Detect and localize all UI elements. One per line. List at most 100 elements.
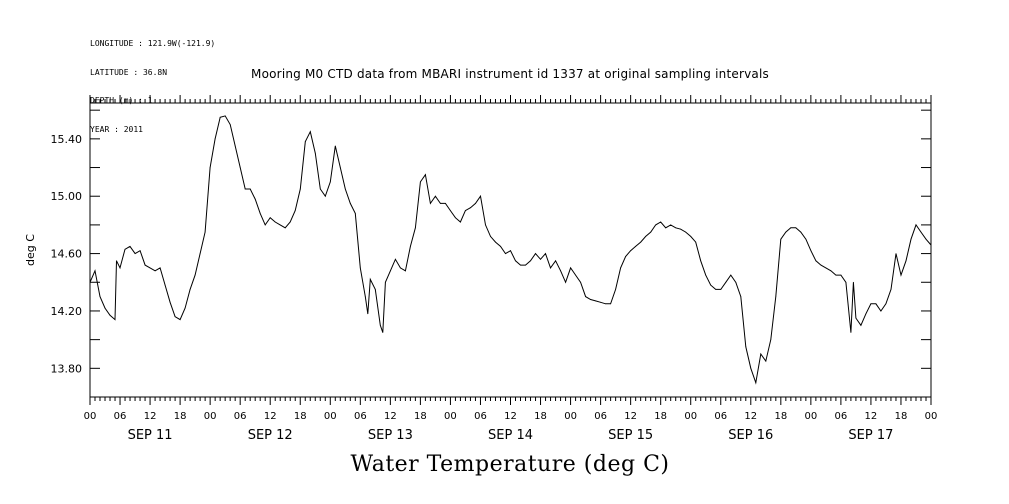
x-tick-label: 18 (895, 411, 908, 422)
data-point (314, 152, 316, 154)
data-point (189, 289, 191, 290)
data-point (114, 319, 116, 320)
data-point (194, 274, 196, 276)
data-point (695, 241, 697, 243)
data-point (870, 303, 872, 305)
data-point (760, 353, 762, 355)
y-axis-title: deg C (24, 234, 37, 266)
data-point (885, 303, 887, 305)
data-point (329, 181, 331, 183)
data-point (690, 236, 692, 237)
data-point (229, 124, 231, 125)
x-tick-label: 12 (865, 411, 878, 422)
data-point (735, 281, 737, 283)
x-tick-label: 12 (384, 411, 397, 422)
data-point (535, 253, 536, 255)
data-point (515, 260, 516, 262)
data-point (475, 203, 476, 204)
data-point (545, 253, 546, 255)
data-point (174, 316, 176, 318)
data-point (289, 221, 291, 223)
x-tick-label: 06 (835, 411, 848, 422)
data-point (710, 284, 712, 286)
data-point (184, 307, 186, 309)
x-tick-label: 00 (925, 411, 938, 422)
data-point (750, 367, 752, 369)
x-tick-label: 00 (204, 411, 217, 422)
data-point (134, 253, 136, 255)
data-point (700, 260, 702, 262)
data-point (795, 227, 797, 229)
x-axis-title: Water Temperature (deg C) (350, 452, 670, 477)
x-tick-label: 00 (324, 411, 337, 422)
data-point (324, 195, 326, 197)
data-point (715, 289, 717, 290)
data-point (364, 296, 366, 297)
chart-title: Mooring M0 CTD data from MBARI instrumen… (251, 67, 769, 81)
data-point (359, 267, 361, 269)
x-tick-label: 00 (84, 411, 97, 422)
data-point (149, 267, 151, 269)
data-point (570, 267, 571, 269)
meta-longitude: LONGITUDE : 121.9W(-121.9) (90, 39, 216, 48)
data-point (379, 324, 381, 326)
data-point (850, 332, 852, 333)
data-point (354, 213, 356, 214)
data-point (740, 296, 742, 297)
data-point (274, 221, 276, 223)
data-point (209, 167, 211, 168)
data-point (470, 207, 471, 209)
data-point (490, 236, 491, 237)
data-point (395, 258, 396, 260)
data-point (560, 270, 561, 272)
data-point (374, 289, 376, 290)
x-day-label: SEP 11 (128, 428, 173, 443)
data-point (880, 310, 882, 312)
data-point (405, 270, 406, 272)
data-point (367, 313, 369, 315)
x-tick-label: 00 (444, 411, 457, 422)
data-point (853, 281, 854, 283)
x-day-label: SEP 17 (848, 428, 893, 443)
x-tick-label: 12 (264, 411, 277, 422)
data-point (790, 227, 792, 229)
x-tick-label: 06 (114, 411, 127, 422)
data-point (800, 231, 802, 233)
data-point (510, 250, 511, 252)
data-point (204, 231, 206, 233)
x-day-label: SEP 15 (608, 428, 653, 443)
data-point (815, 260, 817, 262)
data-point (234, 145, 236, 147)
y-tick-label: 14.20 (51, 305, 83, 318)
data-point (620, 267, 621, 269)
data-point (530, 260, 531, 262)
data-point (640, 241, 642, 243)
x-day-label: SEP 13 (368, 428, 413, 443)
data-point (675, 227, 677, 229)
data-point (294, 210, 296, 212)
data-point (500, 246, 501, 247)
data-point (655, 224, 657, 226)
data-point (199, 253, 201, 255)
x-day-label: SEP 16 (728, 428, 773, 443)
data-point (109, 314, 111, 316)
data-point (269, 217, 271, 219)
data-point (164, 284, 166, 286)
data-point (670, 224, 672, 226)
data-point (630, 250, 631, 252)
data-point (349, 203, 351, 204)
x-tick-label: 00 (804, 411, 817, 422)
x-tick-label: 06 (714, 411, 727, 422)
x-tick-label: 18 (654, 411, 667, 422)
data-point (680, 228, 682, 230)
data-point (615, 289, 616, 290)
data-point (830, 270, 832, 272)
data-point (625, 256, 626, 257)
data-point (119, 267, 121, 269)
data-point (390, 270, 391, 272)
data-point (600, 301, 601, 303)
data-point (825, 267, 827, 269)
data-point (605, 303, 606, 305)
data-point (279, 224, 281, 226)
